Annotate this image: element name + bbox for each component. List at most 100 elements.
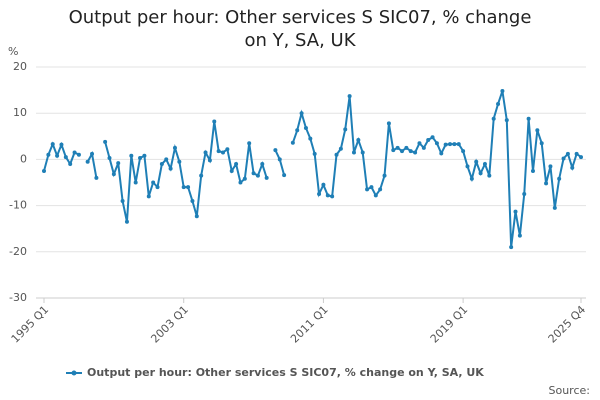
data-point [116,161,121,166]
data-point [90,151,95,156]
y-tick-label: 10 [13,106,27,119]
data-point [242,176,247,181]
data-point [351,150,356,155]
data-point [570,165,575,170]
data-point [391,148,396,153]
data-point [386,121,391,126]
data-point [417,141,422,146]
data-point [46,152,51,157]
data-point [338,146,343,151]
data-point [404,145,409,150]
data-point [303,125,308,130]
data-point [491,116,496,121]
y-tick-label: -10 [9,199,27,212]
data-point [321,182,326,187]
data-point [522,192,527,197]
data-point [129,153,134,158]
legend-label: Output per hour: Other services S SIC07,… [87,366,484,379]
y-tick-label: 0 [20,152,27,165]
data-point [430,135,435,140]
data-point [482,162,487,167]
data-point [487,173,492,178]
data-point [277,157,282,162]
data-point [434,141,439,146]
data-point [190,198,195,203]
data-point [504,118,509,123]
data-point [264,175,269,180]
data-point [260,162,265,167]
data-point [334,152,339,157]
data-point [295,128,300,133]
data-point [72,150,77,155]
data-point [207,158,212,163]
data-point [535,128,540,133]
data-point [85,159,90,164]
data-point [63,155,68,160]
data-point [159,162,164,167]
data-point [478,171,483,176]
data-point [251,171,256,176]
data-point [378,187,383,192]
data-point [255,173,260,178]
data-point [282,173,287,178]
data-point [76,152,81,157]
data-point [360,150,365,155]
source: Source: [549,384,591,397]
data-point [194,214,199,219]
data-point [317,192,322,197]
data-point [172,145,177,150]
data-point [509,245,514,250]
data-point [151,180,156,185]
data-point [308,136,313,141]
data-point [517,233,522,238]
data-point [413,150,418,155]
data-point [168,166,173,171]
data-point [138,156,143,161]
data-point [557,176,562,181]
data-point [548,164,553,169]
data-point [474,159,479,164]
data-point [273,148,278,153]
data-point [247,141,252,146]
data-point [203,150,208,155]
data-point [68,162,73,167]
x-tick-label: 1995 Q1 [9,303,52,346]
data-point [107,156,112,161]
data-point [513,209,518,214]
data-point [496,101,501,106]
x-tick-label: 2011 Q1 [288,303,331,346]
data-point [312,151,317,156]
data-point [373,193,378,198]
data-point [177,159,182,164]
data-point [343,127,348,132]
data-point [365,187,370,192]
data-point [469,176,474,181]
data-point [347,94,352,99]
data-point [356,137,361,142]
legend-item: Output per hour: Other services S SIC07,… [66,366,484,379]
data-point [544,181,549,186]
data-point [461,149,466,154]
data-point [120,198,125,203]
data-point [395,145,400,150]
data-point [59,142,64,147]
legend-marker [71,370,77,376]
data-point [55,153,60,158]
data-point [234,162,239,167]
data-point [539,141,544,146]
y-tick-label: -30 [9,291,27,304]
data-point [552,205,557,210]
data-point [369,185,374,190]
data-point [164,157,169,162]
data-point [146,194,151,199]
data-point [426,137,431,142]
data-point [111,172,116,177]
y-tick-label: 20 [13,60,27,73]
data-point [124,219,129,224]
data-point [94,175,99,180]
data-point [299,111,304,116]
data-point [448,142,453,147]
y-axis-label: % [8,45,18,58]
data-point [221,150,225,155]
